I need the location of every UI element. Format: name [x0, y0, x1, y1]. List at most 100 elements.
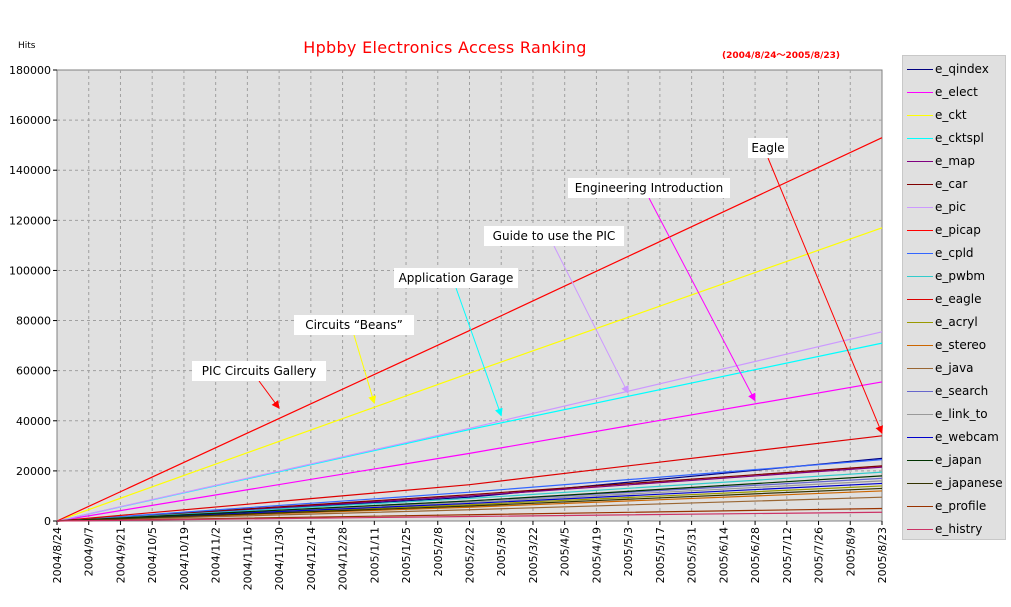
legend-item: e_cktspl: [903, 128, 1005, 151]
legend-label: e_histry: [935, 522, 983, 536]
legend-item: e_eagle: [903, 289, 1005, 312]
series-line-e-java: [56, 496, 883, 522]
legend-swatch: [907, 506, 933, 507]
x-tick-label: 2005/1/25: [400, 527, 413, 583]
legend-swatch: [907, 437, 933, 438]
legend-swatch: [907, 391, 933, 392]
annotations: PIC Circuits Gallery Circuits “Beans” Appl…: [192, 138, 883, 435]
x-tick-label: 2004/10/5: [146, 527, 159, 583]
y-tick-label: 60000: [16, 365, 51, 378]
x-tick-label: 2005/1/11: [368, 527, 381, 583]
legend-label: e_picap: [935, 223, 981, 237]
x-tick-label: 2004/11/30: [273, 527, 286, 590]
annotation-arrow: [648, 197, 756, 402]
x-tick-label: 2004/9/7: [83, 527, 96, 576]
legend-item: e_japanese: [903, 473, 1005, 496]
legend-item: e_histry: [903, 519, 1005, 542]
legend-item: e_pwbm: [903, 266, 1005, 289]
annotation-label: Eagle: [751, 141, 784, 155]
annotation-arrow: [353, 334, 377, 405]
legend-swatch: [907, 368, 933, 369]
annotation-box: [192, 361, 326, 381]
legend-item: e_webcam: [903, 427, 1005, 450]
x-tick-label: 2005/7/26: [813, 527, 826, 583]
series-line-e-webcam: [56, 482, 883, 522]
x-tick-label: 2005/2/8: [432, 527, 445, 576]
series-line-e-ckt: [56, 227, 883, 522]
legend-swatch: [907, 253, 933, 254]
y-tick-label: 20000: [16, 465, 51, 478]
x-tick-label: 2004/12/14: [305, 527, 318, 590]
legend-item: e_car: [903, 174, 1005, 197]
legend-item: e_profile: [903, 496, 1005, 519]
annotation-arrow: [455, 287, 503, 417]
legend-item: e_qindex: [903, 59, 1005, 82]
legend-item: e_search: [903, 381, 1005, 404]
x-tick-label: 2004/11/2: [210, 527, 223, 583]
legend-label: e_acryl: [935, 315, 978, 329]
legend-label: e_eagle: [935, 292, 982, 306]
x-tick-label: 2005/6/14: [717, 527, 730, 583]
y-tick-label: 140000: [9, 164, 51, 177]
x-tick-label: 2005/3/8: [495, 527, 508, 576]
x-tick-label: 2005/4/19: [590, 527, 603, 583]
legend-label: e_map: [935, 154, 976, 168]
y-tick-label: 40000: [16, 415, 51, 428]
series-line-e-elect: [56, 381, 883, 522]
y-tick-label: 0: [44, 515, 51, 528]
x-axis: 2004/8/24 2004/9/7 2004/9/21 2004/10/5 2004/…: [51, 521, 889, 590]
x-tick-label: 2005/3/22: [527, 527, 540, 583]
x-tick-label: 2005/4/5: [559, 527, 572, 576]
legend-label: e_pwbm: [935, 269, 986, 283]
series-lines: [56, 137, 883, 522]
legend-label: e_pic: [935, 200, 966, 214]
series-line-e-histry: [56, 511, 883, 522]
y-tick-label: 160000: [9, 114, 51, 127]
annotation-box: [568, 178, 730, 198]
legend-swatch: [907, 115, 933, 116]
legend-swatch: [907, 276, 933, 277]
annotation-label: Engineering Introduction: [575, 181, 723, 195]
annotation-label: Application Garage: [399, 271, 514, 285]
legend-label: e_qindex: [935, 62, 989, 76]
legend-swatch: [907, 322, 933, 323]
series-line-e-cpld: [56, 459, 883, 522]
x-tick-label: 2004/9/21: [114, 527, 127, 583]
legend-label: e_ckt: [935, 108, 967, 122]
x-tick-label: 2005/5/3: [622, 527, 635, 576]
legend-item: e_stereo: [903, 335, 1005, 358]
legend-label: e_search: [935, 384, 989, 398]
x-tick-label: 2005/8/9: [844, 527, 857, 576]
annotation-arrow: [553, 245, 629, 394]
x-tick-label: 2005/5/31: [686, 527, 699, 583]
legend: e_qindex e_elect e_ckt e_cktspl e_map e_car e_…: [902, 55, 1006, 540]
legend-label: e_car: [935, 177, 968, 191]
x-tick-label: 2005/2/22: [464, 527, 477, 583]
legend-swatch: [907, 69, 933, 70]
series-line-e-pwbm: [56, 471, 883, 522]
legend-item: e_picap: [903, 220, 1005, 243]
legend-item: e_link_to: [903, 404, 1005, 427]
x-tick-label: 2005/7/12: [781, 527, 794, 583]
legend-swatch: [907, 161, 933, 162]
x-tick-label: 2004/10/19: [178, 527, 191, 590]
legend-label: e_elect: [935, 85, 978, 99]
legend-label: e_java: [935, 361, 974, 375]
series-line-e-pic: [56, 331, 883, 522]
y-axis-unit: Hits: [18, 41, 36, 51]
plot-background: [56, 69, 883, 522]
legend-swatch: [907, 414, 933, 415]
annotation-label: Circuits “Beans”: [305, 318, 403, 332]
legend-item: e_cpld: [903, 243, 1005, 266]
legend-swatch: [907, 345, 933, 346]
legend-label: e_profile: [935, 499, 987, 513]
legend-item: e_map: [903, 151, 1005, 174]
series-line-e-picap: [56, 137, 883, 522]
legend-swatch: [907, 460, 933, 461]
legend-swatch: [907, 230, 933, 231]
legend-swatch: [907, 184, 933, 185]
annotation-box: [294, 315, 414, 335]
series-line-e-japanese: [56, 487, 883, 522]
